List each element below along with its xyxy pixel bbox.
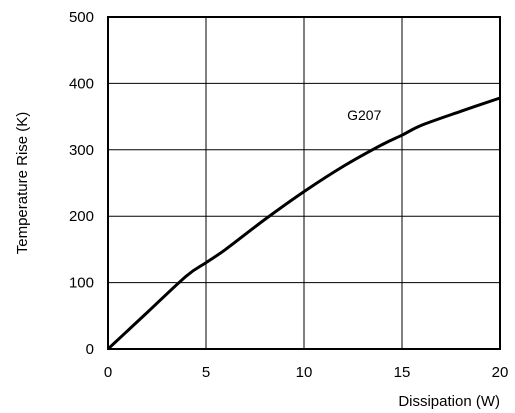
y-tick-labels: 0 100 200 300 400 500	[69, 9, 94, 358]
x-tick-label: 15	[394, 364, 411, 381]
y-tick-label: 100	[69, 275, 94, 292]
y-tick-label: 0	[86, 341, 94, 358]
x-axis-label: Dissipation (W)	[398, 393, 500, 410]
x-tick-label: 10	[296, 364, 313, 381]
y-tick-label: 300	[69, 142, 94, 159]
y-axis-label: Temperature Rise (K)	[14, 112, 31, 255]
series-line-g207	[106, 96, 501, 351]
curve-label: G207	[347, 107, 381, 123]
y-tick-label: 200	[69, 208, 94, 225]
x-tick-label: 20	[492, 364, 509, 381]
x-tick-label: 0	[104, 364, 112, 381]
y-tick-label: 400	[69, 75, 94, 92]
series-group	[106, 96, 501, 351]
x-tick-labels: 0 5 10 15 20	[104, 364, 509, 381]
y-tick-label: 500	[69, 9, 94, 26]
x-tick-label: 5	[202, 364, 210, 381]
plot-frame	[107, 16, 501, 350]
annotations: G207	[347, 107, 381, 123]
grid	[108, 17, 500, 349]
